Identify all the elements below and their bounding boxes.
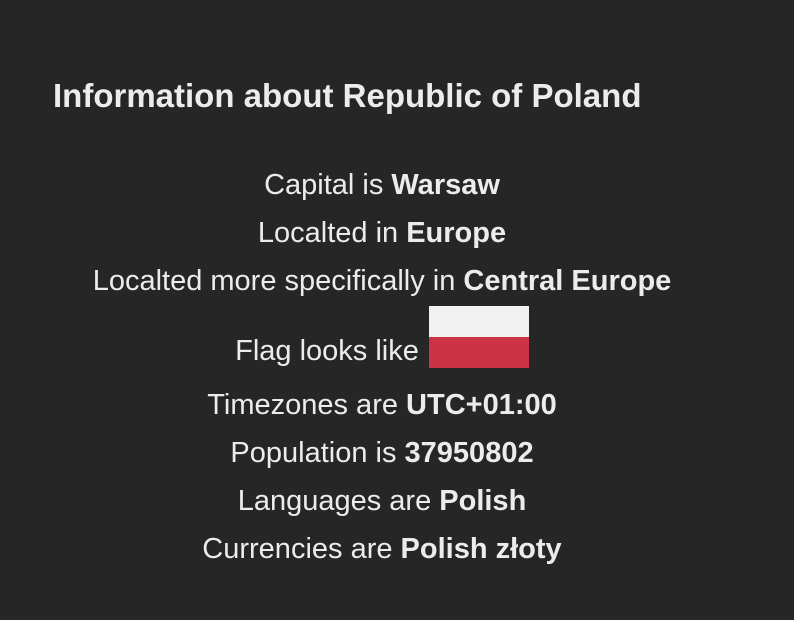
- timezones-row: Timezones are UTC+01:00: [0, 388, 764, 422]
- currencies-value: Polish złoty: [400, 533, 562, 565]
- population-label: Population is: [230, 437, 405, 469]
- region-value: Europe: [406, 217, 507, 249]
- currencies-row: Currencies are Polish złoty: [0, 532, 764, 566]
- region-label: Localted in: [257, 217, 407, 249]
- flag-row: Flag looks like: [0, 306, 764, 368]
- capital-label: Capital is: [264, 169, 392, 201]
- poland-flag-image: [428, 306, 529, 368]
- languages-value: Polish: [439, 485, 527, 517]
- timezones-value: UTC+01:00: [406, 389, 557, 421]
- capital-row: Capital is Warsaw: [0, 168, 764, 202]
- page-title: Information about Republic of Poland: [53, 77, 642, 114]
- flag-red-stripe: [428, 337, 529, 368]
- population-row: Population is 37950802: [0, 436, 764, 470]
- flag-label: Flag looks like: [235, 335, 419, 367]
- region-row: Localted in Europe: [0, 216, 764, 250]
- languages-row: Languages are Polish: [0, 484, 764, 518]
- timezones-label: Timezones are: [207, 389, 407, 421]
- subregion-value: Central Europe: [463, 265, 672, 297]
- languages-label: Languages are: [237, 485, 440, 517]
- flag-white-stripe: [428, 306, 529, 337]
- subregion-row: Localted more specifically in Central Eu…: [0, 264, 764, 298]
- population-value: 37950802: [404, 437, 534, 469]
- currencies-label: Currencies are: [202, 533, 401, 565]
- subregion-label: Localted more specifically in: [92, 265, 464, 297]
- capital-value: Warsaw: [391, 169, 500, 201]
